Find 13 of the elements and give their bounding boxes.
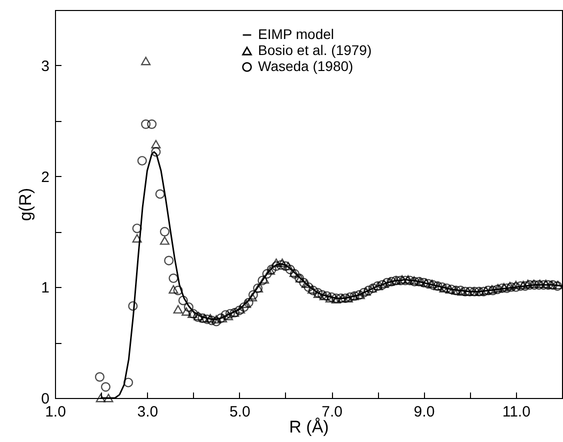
x-tick-label: 7.0	[322, 404, 342, 420]
x-tick-label: 3.0	[137, 404, 158, 420]
y-tick-label: 2	[41, 168, 50, 186]
x-tick-label: 11.0	[502, 404, 530, 420]
x-tick-label: 5.0	[229, 404, 250, 420]
legend-label: Waseda (1980)	[258, 58, 354, 74]
y-tick-label: 1	[41, 280, 50, 297]
x-tick-label: 9.0	[414, 404, 435, 420]
x-axis-title: R (Å)	[289, 418, 329, 436]
legend-label: Bosio et al. (1979)	[258, 42, 372, 58]
y-axis-title: g(R)	[16, 188, 36, 222]
y-tick-label: 3	[41, 58, 50, 75]
legend-label: EIMP model	[258, 26, 334, 42]
